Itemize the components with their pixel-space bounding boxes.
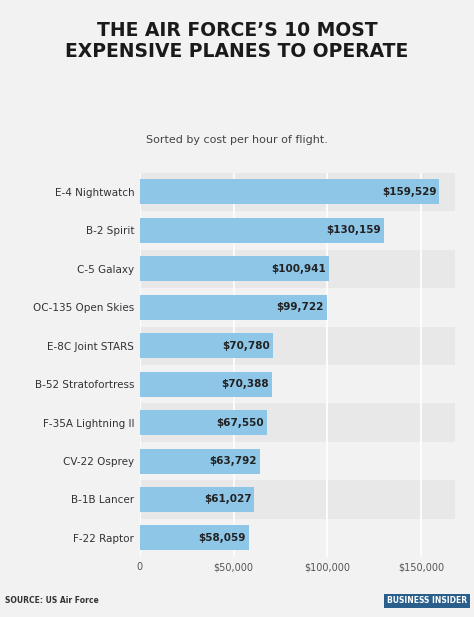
Text: $58,059: $58,059 [199,533,246,543]
Bar [140,288,455,326]
Text: $130,159: $130,159 [327,225,381,236]
Text: $159,529: $159,529 [382,187,437,197]
Bar [140,326,455,365]
Text: $63,792: $63,792 [209,456,257,466]
Bar [140,526,249,550]
Text: $100,941: $100,941 [272,264,327,274]
Bar [140,211,455,250]
Bar [140,218,384,243]
Text: $70,388: $70,388 [221,379,269,389]
Bar [140,404,455,442]
Bar [140,257,329,281]
Bar [140,449,260,473]
Text: SOURCE: US Air Force: SOURCE: US Air Force [5,597,99,605]
Bar [140,371,272,397]
Bar [140,519,455,557]
Text: $67,550: $67,550 [216,418,264,428]
Bar [140,487,255,512]
Bar [140,295,327,320]
Bar [140,480,455,519]
Bar [140,173,455,211]
Bar [140,250,455,288]
Bar [140,180,439,204]
Text: BUSINESS INSIDER: BUSINESS INSIDER [387,597,467,605]
Text: $61,027: $61,027 [204,494,252,505]
Text: THE AIR FORCE’S 10 MOST
EXPENSIVE PLANES TO OPERATE: THE AIR FORCE’S 10 MOST EXPENSIVE PLANES… [65,21,409,61]
Bar [140,365,455,404]
Text: Sorted by cost per hour of flight.: Sorted by cost per hour of flight. [146,135,328,145]
Text: $99,722: $99,722 [277,302,324,312]
Bar [140,333,273,358]
Bar [140,410,266,435]
Text: $70,780: $70,780 [222,341,270,350]
Bar [140,442,455,480]
